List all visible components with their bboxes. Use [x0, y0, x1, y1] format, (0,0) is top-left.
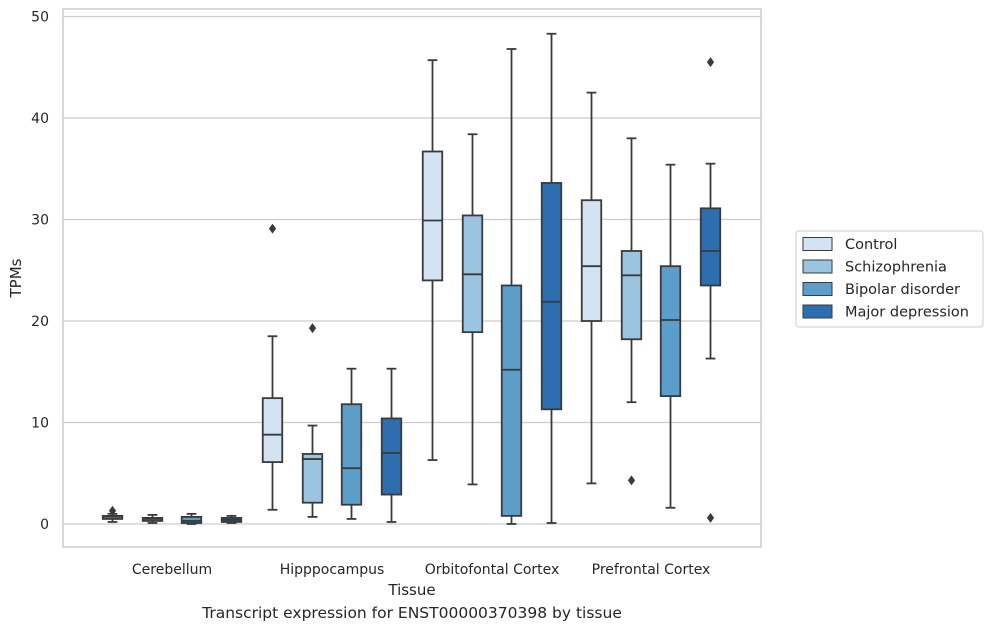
outlier-point — [627, 475, 636, 486]
box-2-0 — [180, 512, 203, 525]
legend-label: Control — [845, 237, 897, 253]
box-body — [620, 250, 643, 341]
legend: Control Schizophrenia Bipolar disorder Majo… — [795, 230, 984, 328]
chart-caption: Transcript expression for ENST0000037039… — [202, 604, 622, 622]
legend-swatch — [802, 237, 833, 251]
x-tick-label: Hipppocampus — [280, 562, 385, 578]
x-tick-labels: Cerebellum Hipppocampus Orbitofontal Corte… — [132, 562, 710, 578]
legend-swatch — [802, 282, 833, 296]
y-tick-label: 40 — [31, 111, 49, 127]
outlier-point — [706, 57, 715, 68]
box-body — [540, 182, 563, 411]
box-body — [580, 199, 603, 322]
box-body — [421, 150, 444, 282]
legend-swatch — [802, 304, 833, 319]
y-tick-label: 10 — [31, 416, 49, 432]
box-3-3 — [699, 57, 722, 523]
box-0-0 — [101, 505, 124, 523]
box-1-0 — [141, 513, 164, 524]
outlier-point — [108, 505, 117, 516]
y-tick-label: 20 — [31, 314, 49, 330]
x-tick-label: Prefrontal Cortex — [592, 562, 711, 578]
box-body — [180, 515, 203, 524]
box-2-3 — [659, 163, 682, 509]
y-tick-label: 30 — [31, 213, 49, 229]
box-body — [340, 403, 363, 506]
boxes — [101, 32, 722, 525]
x-tick-label: Cerebellum — [132, 562, 212, 578]
box-body — [261, 397, 284, 463]
x-tick-label: Orbitofontal Cortex — [425, 562, 560, 578]
box-1-3 — [620, 137, 643, 486]
grid-lines — [63, 15, 761, 525]
box-1-2 — [461, 133, 484, 486]
box-body — [659, 265, 682, 398]
box-3-2 — [540, 32, 563, 524]
box-0-3 — [580, 91, 603, 485]
legend-swatch — [802, 259, 833, 274]
box-2-2 — [500, 48, 523, 525]
box-0-1 — [261, 223, 284, 511]
box-body — [500, 284, 523, 517]
y-axis-label: TPMs — [7, 258, 25, 298]
outlier-point — [268, 223, 277, 234]
outlier-point — [308, 323, 317, 334]
x-axis-label: Tissue — [387, 581, 435, 599]
box-1-1 — [301, 323, 324, 518]
y-tick-labels: 0 10 20 30 40 50 — [31, 10, 49, 534]
plot-frame — [62, 8, 762, 548]
box-0-2 — [421, 59, 444, 461]
legend-label: Bipolar disorder — [845, 282, 960, 298]
box-body — [699, 207, 722, 287]
legend-label: Major depression — [845, 305, 969, 321]
box-3-0 — [220, 514, 243, 524]
legend-frame — [795, 230, 984, 328]
box-2-1 — [340, 367, 363, 520]
box-body — [301, 453, 324, 504]
box-body — [380, 417, 403, 496]
box-3-1 — [380, 367, 403, 523]
legend-label: Schizophrenia — [845, 260, 947, 276]
y-tick-label: 0 — [40, 517, 49, 533]
y-tick-label: 50 — [31, 10, 49, 26]
outlier-point — [706, 512, 715, 523]
